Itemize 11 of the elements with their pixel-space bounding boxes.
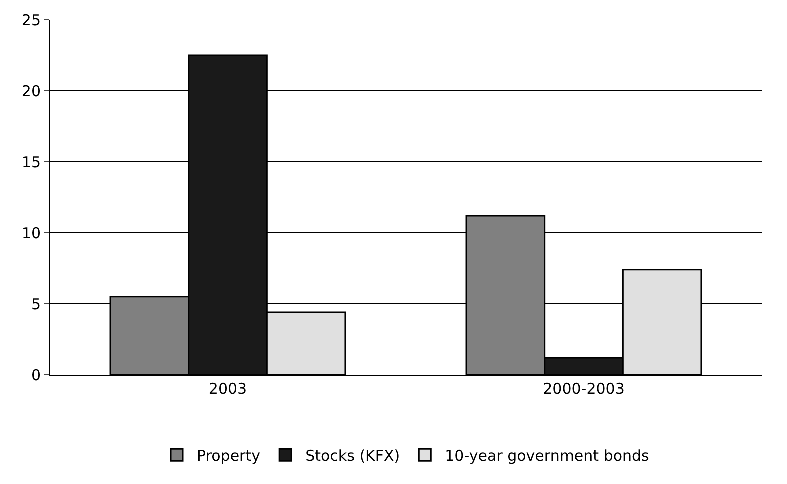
legend-label: Stocks (KFX) bbox=[306, 447, 400, 465]
y-tick-label: 10 bbox=[22, 224, 41, 242]
y-tick-label: 15 bbox=[22, 153, 41, 172]
legend-label: Property bbox=[197, 447, 261, 465]
y-tick-label: 5 bbox=[31, 295, 41, 314]
y-tick-label: 25 bbox=[22, 11, 41, 30]
y-tick-label: 20 bbox=[22, 82, 41, 100]
y-tick-label: 0 bbox=[31, 366, 41, 384]
legend-label: 10-year government bonds bbox=[445, 447, 650, 465]
x-tick-label: 2000-2003 bbox=[543, 380, 625, 398]
x-tick-label: 2003 bbox=[208, 380, 248, 398]
